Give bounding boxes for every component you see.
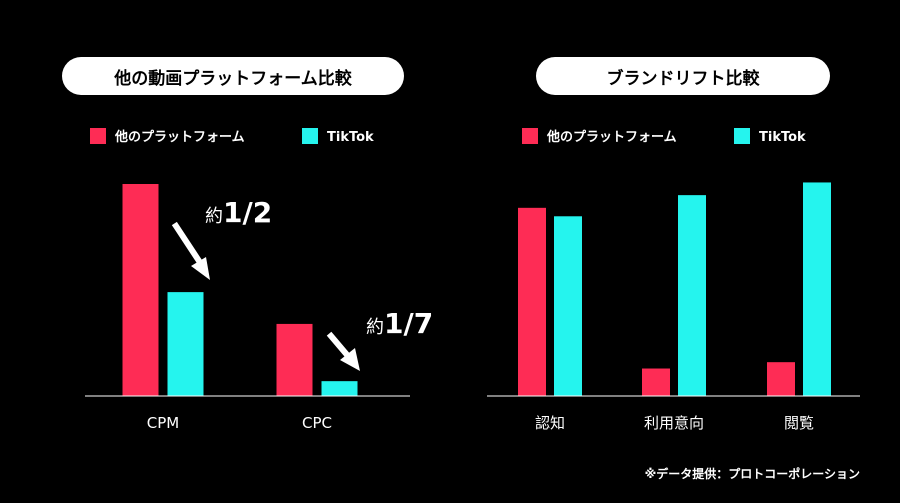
legend-label-other-platform: 他のプラットフォーム <box>546 129 677 145</box>
bar-other-platform-1 <box>276 323 313 396</box>
legend-swatch-other-platform <box>90 128 106 144</box>
annotation-seventh: 約1/7 <box>366 307 433 340</box>
annotation-value: 1/7 <box>384 307 433 340</box>
annotation-half: 約1/2 <box>205 196 272 229</box>
bar-tiktok-1 <box>321 381 358 396</box>
bar-tiktok-2 <box>803 182 831 396</box>
bar-other-platform-0 <box>122 184 159 396</box>
x-tick-label-intent: 利用意向 <box>644 414 704 432</box>
x-tick-label-cpm: CPM <box>147 414 179 432</box>
bar-other-platform-0 <box>518 207 546 396</box>
legend-label-tiktok: TikTok <box>759 130 806 145</box>
chart-title-brand-lift: ブランドリフト比較 <box>536 57 830 95</box>
bar-other-platform-1 <box>642 368 670 396</box>
chart-title-video-platform: 他の動画プラットフォーム比較 <box>62 57 404 95</box>
legend-label-other-platform: 他のプラットフォーム <box>114 129 245 145</box>
annotation-prefix: 約 <box>366 317 384 338</box>
annotation-prefix: 約 <box>205 206 223 227</box>
x-tick-label-viewing: 閲覧 <box>784 414 814 432</box>
bar-tiktok-0 <box>554 216 582 396</box>
bar-tiktok-1 <box>678 195 706 396</box>
x-tick-label-cpc: CPC <box>302 414 332 432</box>
bar-tiktok-0 <box>167 292 204 396</box>
arrow-down-right-icon <box>171 221 210 280</box>
annotation-value: 1/2 <box>223 196 272 229</box>
legend-swatch-other-platform <box>522 128 538 144</box>
x-tick-label-awareness: 認知 <box>535 414 565 432</box>
bar-other-platform-2 <box>767 362 795 396</box>
legend-swatch-tiktok <box>734 128 750 144</box>
data-source-footnote: ※データ提供：プロトコーポレーション <box>644 467 860 481</box>
legend-swatch-tiktok <box>302 128 318 144</box>
legend-label-tiktok: TikTok <box>327 130 374 145</box>
arrow-down-right-icon <box>326 331 360 371</box>
